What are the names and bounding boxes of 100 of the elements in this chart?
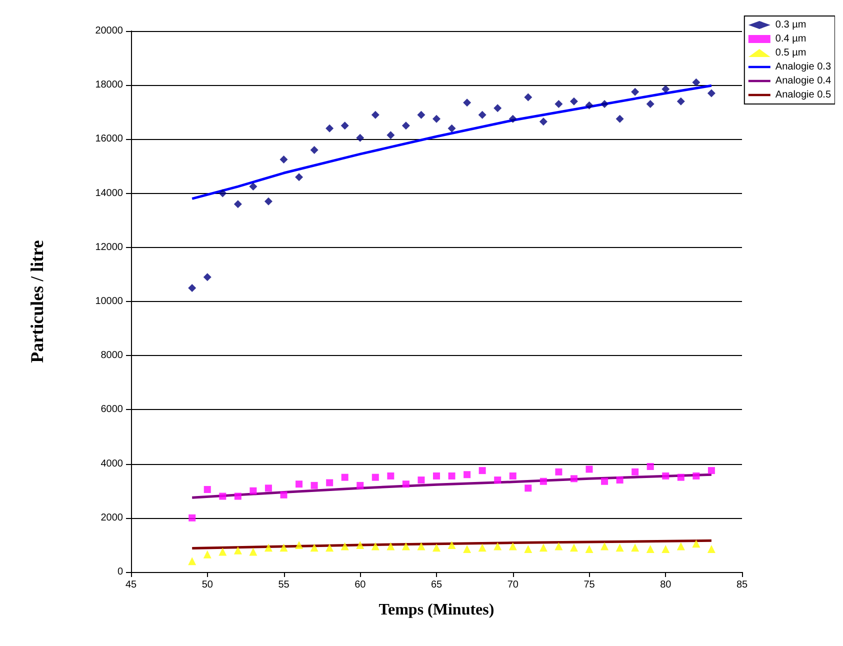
- x-tick-label: 65: [430, 580, 442, 590]
- point: [539, 118, 548, 126]
- point: [478, 110, 486, 119]
- point: [676, 542, 685, 550]
- point: [310, 544, 318, 552]
- y-tick-label: 0: [117, 566, 124, 578]
- point: [463, 545, 472, 554]
- point: [387, 472, 394, 480]
- point: [386, 131, 395, 140]
- point: [676, 97, 685, 106]
- point: [188, 514, 196, 522]
- point: [540, 478, 547, 485]
- point: [371, 542, 380, 550]
- y-tick-label: 4000: [100, 458, 124, 470]
- y-tick-label: 14000: [95, 188, 124, 199]
- point: [464, 471, 471, 478]
- y-tick-label: 16000: [95, 134, 124, 145]
- point: [524, 484, 532, 492]
- point: [600, 542, 609, 550]
- point: [448, 124, 456, 132]
- point: [341, 474, 348, 481]
- x-tick-label: 70: [507, 580, 519, 590]
- y-tick-label: 10000: [95, 296, 124, 307]
- point: [295, 540, 304, 549]
- point: [234, 492, 242, 500]
- legend-label: 0.4 µm: [775, 34, 806, 44]
- legend-label: Analogie 0.4: [775, 76, 832, 86]
- point: [570, 475, 578, 482]
- point: [692, 540, 700, 548]
- point: [340, 122, 349, 130]
- point: [234, 546, 242, 554]
- point: [234, 200, 242, 208]
- x-tick-label: 55: [278, 580, 290, 590]
- point: [295, 173, 304, 182]
- point: [524, 545, 532, 554]
- point: [692, 78, 700, 86]
- point: [586, 466, 593, 473]
- point: [554, 542, 563, 550]
- point: [418, 476, 425, 484]
- point: [570, 97, 578, 106]
- point: [646, 545, 654, 554]
- point: [432, 114, 440, 123]
- point: [524, 93, 532, 102]
- point: [371, 110, 380, 119]
- point: [632, 468, 639, 476]
- point: [448, 472, 456, 480]
- x-tick-label: 50: [202, 580, 214, 590]
- point: [188, 284, 196, 292]
- x-tick-label: 45: [125, 580, 137, 590]
- point: [601, 478, 608, 485]
- point: [249, 182, 258, 191]
- point: [356, 134, 364, 142]
- point: [417, 110, 426, 119]
- point: [402, 480, 410, 488]
- point: [509, 472, 516, 480]
- line-series: [190, 539, 713, 550]
- point: [554, 100, 563, 108]
- point: [340, 542, 349, 550]
- point: [478, 467, 486, 474]
- point: [707, 89, 716, 98]
- legend-label: 0.5 µm: [775, 48, 806, 58]
- point: [478, 544, 486, 552]
- y-tick-label: 18000: [95, 80, 124, 91]
- point: [372, 474, 379, 481]
- point: [386, 542, 395, 550]
- x-tick-label: 85: [736, 580, 748, 590]
- point: [600, 100, 609, 108]
- x-tick-label: 75: [584, 580, 596, 590]
- point: [188, 557, 196, 566]
- point: [280, 544, 288, 552]
- point: [250, 487, 257, 494]
- point: [264, 544, 272, 552]
- point: [585, 101, 594, 110]
- point: [646, 100, 654, 108]
- legend-label: 0.3 µm: [775, 20, 806, 30]
- point: [219, 492, 226, 500]
- point: [707, 545, 716, 554]
- point: [280, 155, 288, 164]
- point: [264, 484, 272, 492]
- point: [296, 480, 303, 488]
- point: [631, 88, 640, 96]
- point: [402, 122, 410, 130]
- point: [463, 98, 472, 107]
- point: [555, 468, 562, 476]
- point: [432, 544, 440, 552]
- point: [326, 479, 334, 486]
- point: [494, 104, 502, 112]
- point: [249, 548, 258, 556]
- point: [264, 197, 272, 206]
- point: [203, 273, 212, 282]
- point: [662, 472, 670, 480]
- y-tick-label: 8000: [100, 350, 124, 362]
- point: [448, 540, 456, 549]
- point: [310, 146, 318, 154]
- legend-label: Analogie 0.3: [775, 62, 832, 72]
- x-axis-title: Temps (Minutes): [378, 602, 494, 618]
- y-axis-title: Particules / litre: [27, 240, 47, 363]
- point: [677, 474, 684, 481]
- point: [402, 542, 410, 550]
- point: [356, 540, 364, 549]
